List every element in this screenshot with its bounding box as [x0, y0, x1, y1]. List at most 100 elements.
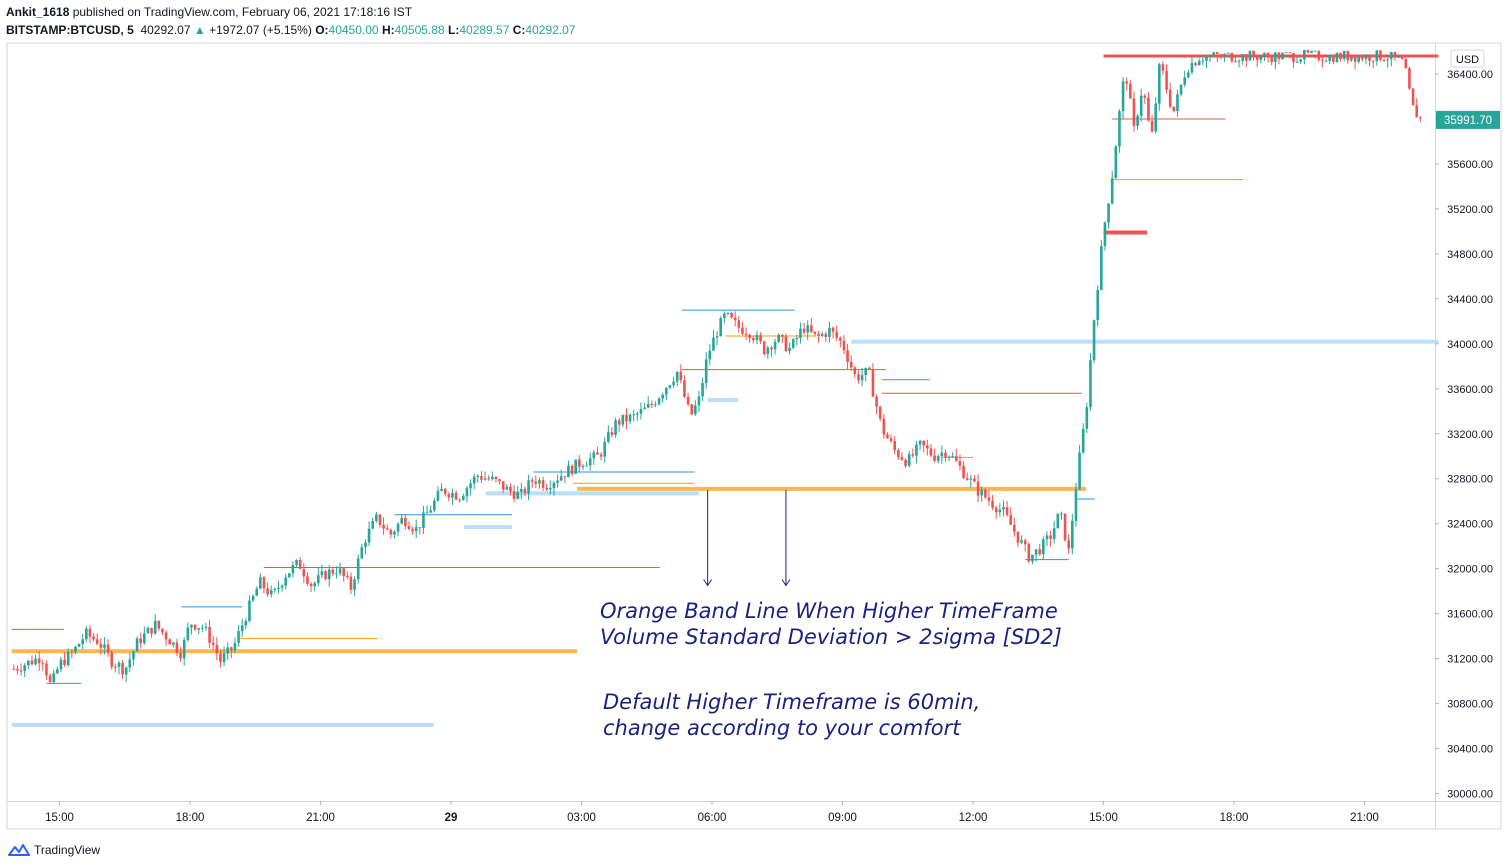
time-axis[interactable]: 15:00 18:00 21:00 29 03:00 06:00 09:00 12:00 15:… — [45, 801, 1379, 824]
candle-up — [574, 459, 577, 475]
candle-down — [1063, 513, 1067, 542]
candle-down — [1419, 116, 1422, 122]
candle-down — [99, 638, 103, 655]
candles[interactable] — [12, 50, 1422, 684]
candle-down — [342, 567, 345, 582]
candle-down — [810, 318, 813, 334]
candle-up — [1034, 549, 1038, 562]
annotation-arrows — [703, 489, 791, 587]
candle-down — [762, 340, 766, 356]
candle-up — [701, 377, 704, 401]
candle-down — [306, 572, 309, 587]
candle-up — [1208, 54, 1212, 63]
candle-down — [404, 514, 407, 530]
candle-body — [237, 631, 240, 643]
candle-body — [1078, 452, 1081, 490]
candle-body — [563, 476, 567, 478]
candle-body — [530, 480, 534, 482]
candle-body — [1390, 51, 1393, 60]
candle-body — [810, 325, 813, 332]
candle-body — [1103, 222, 1107, 247]
candle-body — [135, 638, 139, 652]
candle-body — [762, 341, 766, 355]
candle-down — [1038, 544, 1041, 556]
candle-body — [404, 517, 407, 527]
candle-up — [222, 646, 226, 667]
price-tick-label: 32800.00 — [1447, 474, 1493, 486]
candle-up — [951, 452, 954, 458]
candle-down — [1306, 50, 1310, 58]
candle-up — [1328, 54, 1331, 65]
candle-down — [1292, 52, 1295, 68]
candle-up — [313, 581, 316, 592]
candle-body — [215, 644, 219, 654]
candle-down — [487, 475, 490, 481]
candle-down — [346, 571, 349, 580]
candle-down — [781, 334, 784, 344]
symbol-name[interactable]: BITSTAMP:BTCUSD, 5 — [6, 23, 134, 37]
current-price-tag — [1436, 110, 1500, 129]
price-tick-label: 30800.00 — [1447, 699, 1493, 711]
candle-body — [929, 448, 933, 456]
candle-body — [74, 646, 77, 653]
candle-down — [1252, 50, 1255, 61]
candle-up — [773, 338, 777, 355]
candle-down — [882, 413, 886, 439]
candle-body — [266, 588, 269, 595]
candle-down — [578, 454, 581, 472]
candle-up — [422, 505, 425, 535]
chart-header: Ankit_1618 published on TradingView.com,… — [0, 0, 1508, 42]
author-name[interactable]: Ankit_1618 — [6, 5, 70, 19]
candle-up — [353, 576, 356, 597]
candle-body — [1023, 540, 1027, 545]
candle-down — [1150, 114, 1154, 133]
candle-up — [1397, 55, 1400, 58]
candle-up — [1237, 59, 1241, 68]
price-tick-label: 32000.00 — [1447, 564, 1493, 576]
candle-down — [962, 461, 965, 480]
price-tick-label: 31600.00 — [1447, 609, 1493, 621]
candle-body — [1288, 52, 1292, 54]
candle-up — [538, 477, 541, 489]
annotation-line: Volume Standard Deviation > 2sigma [SD2] — [600, 625, 1062, 649]
tradingview-logo-icon[interactable] — [8, 843, 30, 857]
candle-body — [494, 476, 498, 480]
candle-body — [1393, 51, 1397, 57]
price-axis[interactable]: 30000.00 30400.00 30800.00 31200.00 31600.00… — [1435, 49, 1500, 801]
candle-up — [396, 522, 400, 537]
candle-up — [291, 561, 295, 578]
candle-body — [425, 512, 429, 514]
candle-down — [1165, 64, 1168, 94]
candle-body — [407, 526, 411, 530]
candle-down — [679, 364, 683, 384]
candle-up — [799, 322, 802, 344]
candle-body — [897, 450, 900, 458]
candle-body — [498, 479, 501, 482]
candle-body — [650, 403, 654, 406]
brand-name[interactable]: TradingView — [34, 843, 101, 857]
candle-up — [1139, 88, 1143, 122]
candle-body — [828, 327, 831, 337]
candle-down — [741, 321, 744, 336]
candle-up — [1118, 108, 1121, 153]
candle-down — [45, 660, 48, 680]
candle-body — [1324, 60, 1328, 62]
candle-down — [1270, 54, 1273, 66]
candle-up — [726, 312, 730, 316]
candle-body — [755, 335, 759, 341]
candle-body — [1107, 203, 1110, 223]
candle-body — [1020, 540, 1023, 543]
candle-body — [581, 466, 585, 468]
candle-up — [66, 648, 70, 667]
candle-up — [1248, 50, 1252, 61]
candle-down — [570, 464, 574, 477]
candle-body — [1071, 520, 1074, 549]
candle-down — [302, 563, 306, 584]
candle-up — [918, 439, 922, 451]
candle-up — [1136, 113, 1139, 130]
candle-up — [1045, 531, 1049, 546]
candle-body — [759, 335, 762, 342]
candle-down — [411, 526, 414, 535]
candle-up — [1176, 89, 1179, 117]
